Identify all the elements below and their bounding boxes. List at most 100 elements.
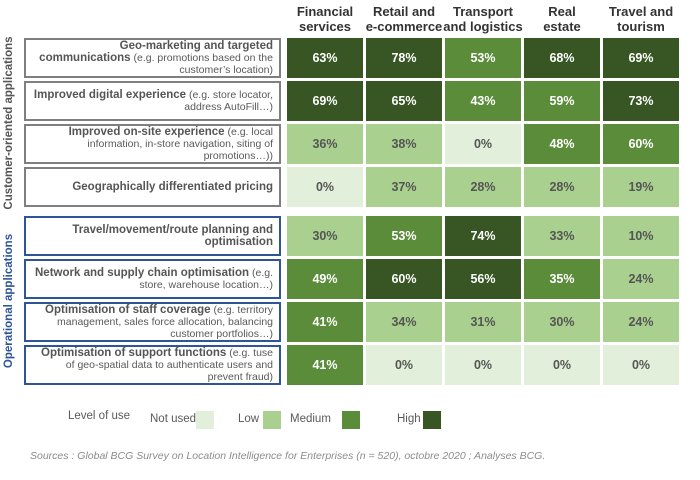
legend-title: Level of use <box>68 410 131 422</box>
row-title: Travel/movement/route planning and optim… <box>72 224 273 248</box>
heat-cell: 53% <box>445 38 521 78</box>
column-header: Financial services <box>296 4 354 34</box>
value-label: 0% <box>631 358 651 372</box>
row-label-text: Improved digital experience (e.g. store … <box>32 89 273 113</box>
row-label-text: Optimisation of support functions (e.g. … <box>32 347 273 383</box>
value-label: 65% <box>391 94 417 108</box>
heat-cell: 30% <box>524 302 600 342</box>
heat-cell: 74% <box>445 216 521 256</box>
value-label: 60% <box>628 137 654 151</box>
row-note: (e.g. store, warehouse location…) <box>139 267 273 291</box>
heat-cell: 19% <box>603 167 679 207</box>
value-label: 43% <box>470 94 496 108</box>
heat-cell: 28% <box>524 167 600 207</box>
heat-cell: 24% <box>603 302 679 342</box>
value-label: 53% <box>391 229 417 243</box>
legend-swatch <box>342 411 360 429</box>
row-label-text: Improved on-site experience (e.g. local … <box>32 126 273 162</box>
heat-cell: 0% <box>287 167 363 207</box>
heat-cell: 33% <box>524 216 600 256</box>
row-note: (e.g. store locator, address AutoFill…) <box>184 89 273 113</box>
heat-cell: 0% <box>445 345 521 385</box>
legend-label: Not used <box>150 413 197 425</box>
legend-label: Medium <box>290 413 331 425</box>
heat-cell: 41% <box>287 345 363 385</box>
heat-cell: 69% <box>603 38 679 78</box>
value-label: 0% <box>552 358 572 372</box>
heat-cell: 0% <box>524 345 600 385</box>
row-label-text: Optimisation of staff coverage (e.g. ter… <box>32 304 273 340</box>
legend-swatch <box>423 411 441 429</box>
value-label: 41% <box>312 358 338 372</box>
row-note: (e.g. territory management, sales force … <box>57 304 273 340</box>
heat-cell: 56% <box>445 259 521 299</box>
column-header: Transport and logistics <box>443 4 523 34</box>
heat-cell: 68% <box>524 38 600 78</box>
heat-cell: 35% <box>524 259 600 299</box>
value-label: 69% <box>628 51 654 65</box>
heat-cell: 59% <box>524 81 600 121</box>
value-label: 68% <box>549 51 575 65</box>
value-label: 24% <box>628 315 654 329</box>
row-title: Optimisation of staff coverage <box>45 304 211 316</box>
value-label: 36% <box>312 137 338 151</box>
row-title: Improved on-site experience <box>68 126 225 138</box>
row-label: Optimisation of staff coverage (e.g. ter… <box>24 302 281 342</box>
row-label-text: Network and supply chain optimisation (e… <box>32 267 273 291</box>
heat-cell: 38% <box>366 124 442 164</box>
value-label: 78% <box>391 51 417 65</box>
column-header: Real estate <box>543 4 581 34</box>
heat-cell: 0% <box>366 345 442 385</box>
value-label: 30% <box>312 229 338 243</box>
value-label: 74% <box>470 229 496 243</box>
value-label: 73% <box>628 94 654 108</box>
heat-cell: 48% <box>524 124 600 164</box>
value-label: 31% <box>470 315 496 329</box>
legend-swatch <box>196 411 214 429</box>
row-title: Geo-marketing and targeted communication… <box>39 40 273 64</box>
heat-cell: 0% <box>445 124 521 164</box>
value-label: 0% <box>394 358 414 372</box>
heat-cell: 34% <box>366 302 442 342</box>
value-label: 38% <box>391 137 417 151</box>
value-label: 35% <box>549 272 575 286</box>
row-title: Network and supply chain optimisation <box>35 267 250 279</box>
value-label: 34% <box>391 315 417 329</box>
row-label: Geo-marketing and targeted communication… <box>24 38 281 78</box>
heat-cell: 73% <box>603 81 679 121</box>
heat-cell: 28% <box>445 167 521 207</box>
value-label: 0% <box>315 180 335 194</box>
source-note: Sources : Global BCG Survey on Location … <box>30 450 546 462</box>
row-label-text: Geographically differentiated pricing <box>72 181 273 193</box>
row-label: Improved on-site experience (e.g. local … <box>24 124 281 164</box>
value-label: 56% <box>470 272 496 286</box>
column-header: Travel and tourism <box>608 4 674 34</box>
heat-cell: 53% <box>366 216 442 256</box>
legend-swatch <box>263 411 281 429</box>
heat-cell: 63% <box>287 38 363 78</box>
value-label: 24% <box>628 272 654 286</box>
value-label: 53% <box>470 51 496 65</box>
heat-cell: 65% <box>366 81 442 121</box>
value-label: 63% <box>312 51 338 65</box>
value-label: 60% <box>391 272 417 286</box>
row-note: (e.g. promotions based on the customer’s… <box>133 52 273 76</box>
heat-cell: 69% <box>287 81 363 121</box>
value-label: 69% <box>312 94 338 108</box>
row-label: Optimisation of support functions (e.g. … <box>24 345 281 385</box>
heat-cell: 78% <box>366 38 442 78</box>
row-note: (e.g. local information, in-store naviga… <box>87 126 273 162</box>
row-label: Improved digital experience (e.g. store … <box>24 81 281 121</box>
value-label: 30% <box>549 315 575 329</box>
value-label: 59% <box>549 94 575 108</box>
heat-cell: 0% <box>603 345 679 385</box>
row-label-text: Travel/movement/route planning and optim… <box>32 224 273 248</box>
heat-cell: 30% <box>287 216 363 256</box>
heat-cell: 43% <box>445 81 521 121</box>
value-label: 19% <box>628 180 654 194</box>
heat-cell: 36% <box>287 124 363 164</box>
heat-cell: 37% <box>366 167 442 207</box>
column-header: Retail and e-commerce <box>365 4 443 34</box>
row-title: Improved digital experience <box>33 89 187 101</box>
heat-cell: 10% <box>603 216 679 256</box>
